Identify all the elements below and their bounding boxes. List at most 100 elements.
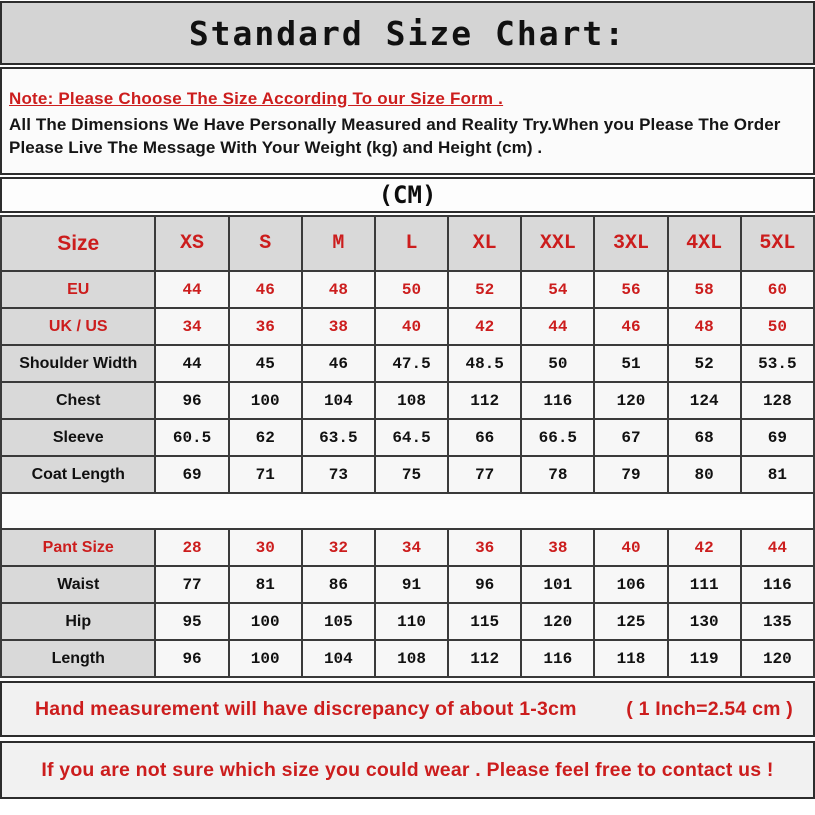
- row-label: Waist: [0, 565, 157, 604]
- unit-label: (CM): [378, 181, 437, 209]
- cell-value: 69: [154, 455, 230, 494]
- cell-value: 79: [593, 455, 669, 494]
- note-body: All The Dimensions We Have Personally Me…: [9, 115, 781, 157]
- contact-note: If you are not sure which size you could…: [41, 758, 774, 781]
- cell-value: 124: [666, 381, 742, 420]
- cell-value: 95: [154, 602, 230, 641]
- cell-value: 44: [154, 270, 230, 309]
- size-header-row: Size XS S M L XL XXL 3XL 4XL 5XL: [0, 215, 815, 272]
- cell-value: 47.5: [373, 344, 450, 383]
- cell-value: 108: [373, 381, 450, 420]
- size-table-wrap: Size XS S M L XL XXL 3XL 4XL 5XL EU 44 46 48 50 52 54 56…: [0, 215, 815, 678]
- cell-value: 53.5: [739, 344, 815, 383]
- cell-value: 120: [593, 381, 669, 420]
- inch-conversion-note: ( 1 Inch=2.54 cm ): [626, 697, 793, 720]
- size-table: Size XS S M L XL XXL 3XL 4XL 5XL EU 44 46 48 50 52 54 56…: [0, 215, 815, 678]
- size-col-l: L: [373, 215, 450, 272]
- cell-value: 86: [300, 565, 376, 604]
- cell-value: 66: [447, 418, 523, 457]
- cell-value: 106: [593, 565, 669, 604]
- contact-note-band: If you are not sure which size you could…: [0, 741, 815, 799]
- cell-value: 50: [739, 307, 815, 346]
- cell-value: 116: [739, 565, 815, 604]
- cell-value: 91: [373, 565, 450, 604]
- unit-band: (CM): [0, 177, 815, 213]
- cell-value: 112: [447, 639, 523, 678]
- table-row-eu: EU 44 46 48 50 52 54 56 58 60: [0, 270, 815, 309]
- cell-value: 118: [593, 639, 669, 678]
- table-row-coat-length: Coat Length 69 71 73 75 77 78 79 80 81: [0, 455, 815, 494]
- cell-value: 28: [154, 528, 230, 567]
- table-row-pant-size: Pant Size 28 30 32 34 36 38 40 42 44: [0, 528, 815, 567]
- cell-value: 50: [520, 344, 596, 383]
- spacer-cell: [0, 492, 815, 530]
- table-row-uk-us: UK / US 34 36 38 40 42 44 46 48 50: [0, 307, 815, 346]
- cell-value: 63.5: [300, 418, 376, 457]
- cell-value: 112: [447, 381, 523, 420]
- table-row-waist: Waist 77 81 86 91 96 101 106 111 116: [0, 565, 815, 604]
- measurement-note: Hand measurement will have discrepancy o…: [35, 697, 577, 720]
- size-col-3xl: 3XL: [593, 215, 669, 272]
- cell-value: 45: [227, 344, 303, 383]
- cell-value: 60: [739, 270, 815, 309]
- size-col-xl: XL: [447, 215, 523, 272]
- cell-value: 81: [227, 565, 303, 604]
- cell-value: 51: [593, 344, 669, 383]
- cell-value: 120: [739, 639, 815, 678]
- title-band: Standard Size Chart:: [0, 1, 815, 65]
- row-label: EU: [0, 270, 157, 309]
- cell-value: 108: [373, 639, 450, 678]
- cell-value: 120: [520, 602, 596, 641]
- cell-value: 100: [227, 602, 303, 641]
- cell-value: 52: [447, 270, 523, 309]
- table-row-hip: Hip 95 100 105 110 115 120 125 130 135: [0, 602, 815, 641]
- cell-value: 44: [739, 528, 815, 567]
- row-label: Pant Size: [0, 528, 157, 567]
- cell-value: 101: [520, 565, 596, 604]
- cell-value: 48.5: [447, 344, 523, 383]
- cell-value: 119: [666, 639, 742, 678]
- measurement-note-band: Hand measurement will have discrepancy o…: [0, 681, 815, 737]
- cell-value: 60.5: [154, 418, 230, 457]
- row-label: Length: [0, 639, 157, 678]
- cell-value: 71: [227, 455, 303, 494]
- cell-value: 66.5: [520, 418, 596, 457]
- cell-value: 75: [373, 455, 450, 494]
- note-headline: Note: Please Choose The Size According T…: [9, 89, 504, 108]
- cell-value: 52: [666, 344, 742, 383]
- cell-value: 104: [300, 639, 376, 678]
- page-title: Standard Size Chart:: [188, 13, 627, 53]
- cell-value: 64.5: [373, 418, 450, 457]
- row-label: Sleeve: [0, 418, 157, 457]
- cell-value: 73: [300, 455, 376, 494]
- cell-value: 42: [447, 307, 523, 346]
- cell-value: 116: [520, 381, 596, 420]
- row-label: Chest: [0, 381, 157, 420]
- cell-value: 67: [593, 418, 669, 457]
- cell-value: 36: [447, 528, 523, 567]
- table-row-sleeve: Sleeve 60.5 62 63.5 64.5 66 66.5 67 68 69: [0, 418, 815, 457]
- cell-value: 130: [666, 602, 742, 641]
- cell-value: 46: [593, 307, 669, 346]
- cell-value: 96: [154, 639, 230, 678]
- cell-value: 81: [739, 455, 815, 494]
- cell-value: 34: [373, 528, 450, 567]
- cell-value: 44: [520, 307, 596, 346]
- cell-value: 44: [154, 344, 230, 383]
- row-label: UK / US: [0, 307, 157, 346]
- cell-value: 100: [227, 639, 303, 678]
- cell-value: 38: [300, 307, 376, 346]
- cell-value: 78: [520, 455, 596, 494]
- note-box: Note: Please Choose The Size According T…: [0, 67, 815, 175]
- cell-value: 105: [300, 602, 376, 641]
- size-col-s: S: [227, 215, 303, 272]
- cell-value: 30: [227, 528, 303, 567]
- cell-value: 110: [373, 602, 450, 641]
- cell-value: 34: [154, 307, 230, 346]
- cell-value: 54: [520, 270, 596, 309]
- cell-value: 111: [666, 565, 742, 604]
- table-row-chest: Chest 96 100 104 108 112 116 120 124 128: [0, 381, 815, 420]
- size-col-m: M: [300, 215, 376, 272]
- cell-value: 40: [373, 307, 450, 346]
